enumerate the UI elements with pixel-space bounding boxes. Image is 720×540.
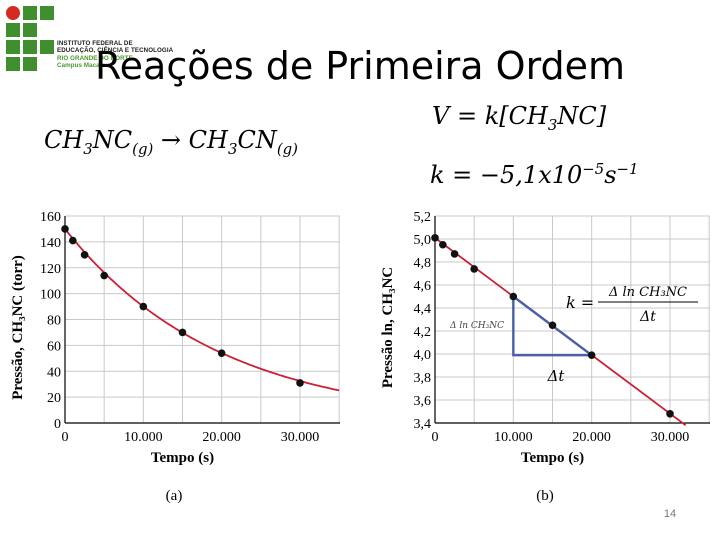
chart-1-x-axis-title: Tempo (s)	[151, 450, 214, 466]
chart-1-y-tick-label: 120	[40, 262, 61, 277]
chart-2-y-tick-label: 4,2	[414, 325, 432, 340]
k-unit: s	[604, 161, 617, 189]
product-rest: CN	[237, 126, 277, 154]
chart-2-y-tick-label: 3,8	[414, 371, 432, 386]
chart-2-x-tick-label: 10.000	[494, 430, 533, 445]
chart-1-y-tick-label: 60	[47, 339, 61, 354]
chart-1-series-curve	[64, 228, 340, 392]
rate-law-equation: V = k[CH3NC]	[432, 102, 606, 134]
chart-2-data-point	[470, 265, 478, 273]
chart-2-y-tick-label: 3,6	[414, 394, 432, 409]
chart-1-x-tick-label: 20.000	[202, 430, 241, 445]
chart-2-x-axis-title: Tempo (s)	[521, 450, 584, 466]
rate-lhs: V = k[CH	[432, 102, 548, 130]
chart-1-y-axis-title: Pressão, CH₃NC (torr)	[10, 255, 26, 400]
chart-2-data-point	[548, 321, 557, 330]
chart-1-y-tick-label: 80	[47, 314, 61, 329]
chart-1-data-point	[80, 251, 89, 259]
rate-rhs: NC]	[557, 102, 607, 130]
rate-subscript: 3	[547, 115, 558, 134]
chart-2-data-point	[509, 292, 518, 301]
chart-1-data-point	[69, 236, 77, 245]
chart-2-data-point	[450, 250, 459, 258]
chart-1-y-tick-label: 100	[40, 288, 61, 303]
product-subscript: 3	[227, 139, 238, 158]
chart-1-y-tick-label: 20	[47, 391, 61, 406]
chart-2-y-tick-label: 4,6	[414, 279, 432, 294]
reaction-arrow: →	[160, 126, 182, 154]
chart-1-data-point	[100, 271, 108, 280]
chart-1-data-point	[178, 328, 187, 337]
reactant: CH	[44, 126, 84, 154]
chart-2-panel-label: (b)	[536, 488, 554, 504]
chart-2-annot-k-numerator: Δ ln CH₃NC	[608, 285, 687, 300]
chart-2-annot-slope-label: Δ ln CH₃NC	[449, 321, 504, 331]
logo-line-3: RIO GRANDE DO NORTE	[57, 54, 133, 62]
reactant-phase: (g)	[132, 139, 154, 158]
chart-1-y-tick-label: 160	[40, 210, 61, 225]
chart-2-x-tick-label: 20.000	[572, 430, 611, 445]
reactant-rest: NC	[92, 126, 133, 154]
logo-text: INSTITUTO FEDERAL DE EDUCAÇÃO, CIÊNCIA E…	[57, 40, 173, 70]
chart-2-annot-k-denominator: Δt	[639, 309, 656, 325]
logo-line-2: EDUCAÇÃO, CIÊNCIA E TECNOLOGIA	[57, 47, 174, 55]
chart-2-annot-k-lhs: k =	[566, 293, 594, 312]
product: CH	[188, 126, 228, 154]
chart-1-data-point	[217, 349, 226, 357]
logo-line-4: Campus Macau	[57, 62, 104, 70]
chart-2-slope-triangle	[512, 296, 592, 357]
chart-2-x-tick-label: 0	[432, 430, 439, 445]
chart-1-y-tick-label: 40	[47, 365, 61, 380]
page-number: 14	[663, 508, 677, 520]
chart-2-y-tick-label: 4,8	[414, 256, 432, 271]
k-unit-exponent: −1	[616, 160, 639, 178]
chart-2-y-tick-label: 5,0	[414, 233, 432, 248]
chart-1-y-tick-label: 140	[40, 236, 61, 251]
chart-1-panel-label: (a)	[166, 488, 183, 504]
chart-2-data-point	[431, 234, 439, 242]
k-exponent: −5	[582, 160, 605, 178]
institute-logo: INSTITUTO FEDERAL DE EDUCAÇÃO, CIÊNCIA E…	[4, 4, 179, 76]
chart-1-data-point	[139, 302, 148, 311]
chart-1-data-point	[61, 225, 69, 233]
chart-1-y-tick-label: 0	[54, 417, 61, 432]
logo-line-1: INSTITUTO FEDERAL DE	[57, 40, 133, 47]
chart-2-y-tick-label: 5,2	[414, 210, 432, 225]
chart-2-data-point	[587, 351, 596, 359]
reactant-subscript: 3	[83, 139, 93, 158]
chart-2-data-point	[666, 410, 674, 418]
rate-constant-equation: k = −5,1x10−5s−1	[430, 160, 638, 189]
logo-squares-icon	[6, 6, 54, 71]
chart-2-y-tick-label: 4,0	[414, 348, 432, 363]
k-lhs: k = −5,1x10	[430, 161, 583, 189]
chart-1-x-tick-label: 10.000	[124, 430, 163, 445]
slide-title: Reações de Primeira Ordem	[94, 44, 626, 88]
chart-2-y-tick-label: 4,4	[414, 302, 432, 317]
chart-1-x-tick-label: 30.000	[281, 430, 320, 445]
chart-2-annot-dt-label: Δt	[547, 367, 566, 385]
chart-1-x-tick-label: 0	[62, 430, 69, 445]
product-phase: (g)	[276, 139, 298, 158]
chart-2-data-point	[439, 240, 447, 249]
chart-1-data-point	[296, 379, 304, 387]
chart-2-x-tick-label: 30.000	[651, 430, 690, 445]
chart-2-y-tick-label: 3,4	[414, 417, 432, 432]
chart-2-y-axis-title: Pressão ln, CH₃NC	[380, 267, 396, 388]
reaction-equation: CH3NC(g) → CH3CN(g)	[44, 126, 298, 158]
